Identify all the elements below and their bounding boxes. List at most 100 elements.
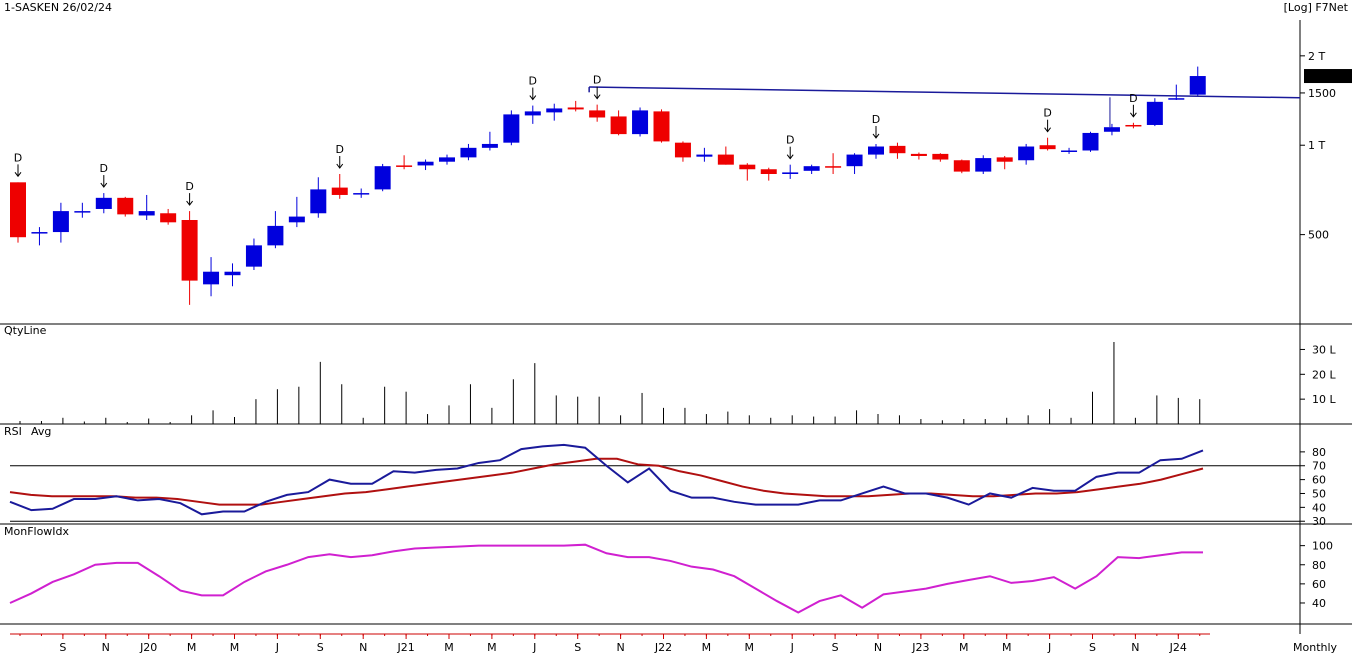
candle-body [267, 225, 284, 246]
candle-body [288, 216, 305, 223]
candle-body [1189, 76, 1206, 95]
x-tick-label: J [1047, 641, 1051, 654]
candle-body [846, 154, 863, 167]
candle-body [10, 182, 26, 238]
rsi-panel-label: RSI [4, 425, 22, 438]
candle-body [760, 169, 777, 174]
candle-body [74, 211, 91, 213]
candle-body [95, 197, 112, 209]
mfi-panel-label: MonFlowIdx [4, 525, 70, 538]
candle-body [696, 154, 713, 157]
dividend-arrow-head [529, 95, 537, 101]
x-tick-label: J22 [654, 641, 672, 654]
qty-y-tick-label: 20 L [1312, 368, 1336, 381]
rsi-y-tick-label: 80 [1312, 446, 1326, 459]
dividend-marker: D [336, 143, 344, 156]
mfi-y-tick-label: 60 [1312, 578, 1326, 591]
qty-y-tick-label: 30 L [1312, 343, 1336, 356]
candle-body [353, 193, 370, 195]
x-tick-label: J [532, 641, 536, 654]
dividend-marker: D [593, 74, 601, 87]
candle-body [1082, 132, 1099, 151]
last-price-label: 1702.95 [1307, 70, 1352, 83]
candle-body [889, 145, 906, 154]
x-tick-label: N [359, 641, 367, 654]
dividend-marker: D [1043, 107, 1051, 120]
x-tick-label: N [102, 641, 110, 654]
dividend-arrow-head [1130, 112, 1137, 118]
candle-body [1061, 150, 1078, 152]
x-tick-label: M [745, 641, 755, 654]
price-y-tick-label: 1 T [1308, 139, 1325, 152]
candle-body [460, 147, 477, 158]
candle-body [996, 157, 1013, 162]
candle-body [117, 197, 134, 215]
candle-body [203, 271, 220, 285]
x-tick-label: S [832, 641, 839, 654]
dividend-arrow-head [1044, 127, 1051, 133]
rsi-y-tick-label: 60 [1312, 474, 1326, 487]
mfi-y-tick-label: 80 [1312, 559, 1326, 572]
candle-body [567, 107, 584, 110]
rsi-line [9, 443, 1204, 516]
candle-body [825, 166, 842, 168]
candle-body [417, 161, 434, 166]
scale-label: [Log] F7Net [1283, 1, 1348, 14]
dividend-arrow-head [872, 133, 880, 139]
x-tick-label: J [790, 641, 794, 654]
candle-body [546, 108, 563, 113]
x-tick-label: J24 [1169, 641, 1187, 654]
dividend-marker: D [872, 113, 880, 126]
x-tick-label: J21 [396, 641, 414, 654]
mfi-y-tick-label: 40 [1312, 597, 1326, 610]
x-tick-label: J [275, 641, 279, 654]
price-y-tick-label: 1500 [1308, 87, 1336, 100]
rsi-y-tick-label: 30 [1312, 515, 1326, 528]
rsi-y-tick-label: 70 [1312, 460, 1326, 473]
dividend-marker: D [100, 162, 108, 175]
dividend-arrow-head [186, 200, 193, 206]
x-tick-label: M [487, 641, 497, 654]
dividend-marker: D [1129, 92, 1137, 105]
candle-body [481, 143, 498, 148]
x-tick-label: N [874, 641, 882, 654]
candle-body [331, 187, 348, 195]
x-tick-label: J23 [911, 641, 929, 654]
rsi-avg-panel-label: Avg [31, 425, 51, 438]
candle-body [868, 146, 884, 155]
candle-body [1125, 124, 1142, 127]
candle-body [1146, 101, 1163, 125]
x-tick-label: M [702, 641, 712, 654]
resistance-line [589, 86, 1301, 99]
candle-body [503, 114, 520, 143]
x-tick-label: S [59, 641, 66, 654]
dividend-marker: D [786, 134, 794, 147]
candle-body [1103, 127, 1120, 132]
candle-body [181, 219, 198, 281]
x-tick-label: M [187, 641, 197, 654]
chart-title: 1-SASKEN 26/02/24 [4, 1, 112, 14]
mfi-line [9, 543, 1203, 614]
candle-body [1168, 98, 1185, 100]
candle-body [138, 211, 155, 216]
x-tick-label: N [616, 641, 624, 654]
qty-y-tick-label: 10 L [1312, 393, 1336, 406]
candle-body [524, 111, 541, 116]
candle-body [245, 245, 262, 267]
x-tick-label: N [1131, 641, 1139, 654]
x-tick-label: S [1089, 641, 1096, 654]
candle-body [310, 189, 327, 214]
candle-body [1039, 145, 1056, 150]
dividend-marker: D [14, 151, 22, 164]
qty-panel-label: QtyLine [4, 324, 47, 337]
candle-body [632, 110, 649, 135]
candle-body [224, 271, 241, 276]
candle-body [160, 213, 177, 223]
x-tick-label: M [959, 641, 969, 654]
candle-body [975, 158, 992, 172]
x-tick-label: S [574, 641, 581, 654]
candle-body [932, 153, 949, 160]
candle-body [589, 110, 606, 118]
candle-body [674, 142, 691, 158]
